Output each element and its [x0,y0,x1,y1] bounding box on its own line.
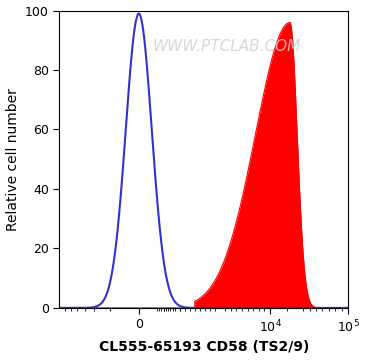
X-axis label: CL555-65193 CD58 (TS2/9): CL555-65193 CD58 (TS2/9) [99,341,309,355]
Text: WWW.PTCLAB.COM: WWW.PTCLAB.COM [153,39,301,54]
Y-axis label: Relative cell number: Relative cell number [5,88,20,231]
